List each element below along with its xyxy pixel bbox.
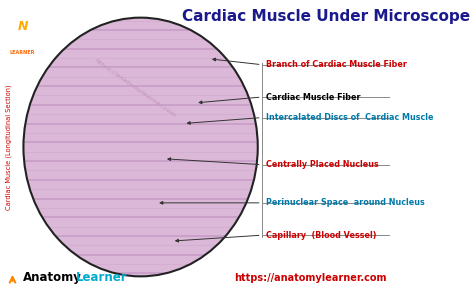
Text: N: N	[18, 20, 28, 33]
Text: Centrally Placed Nucleus: Centrally Placed Nucleus	[265, 160, 378, 169]
Text: Anatomy: Anatomy	[23, 271, 82, 284]
Text: Cardiac Muscle Fiber: Cardiac Muscle Fiber	[265, 93, 360, 101]
Text: LEARNER: LEARNER	[10, 50, 36, 56]
Text: Branch of Cardiac Muscle Fiber: Branch of Cardiac Muscle Fiber	[265, 60, 406, 69]
Text: Perinuclear Space  around Nucleus: Perinuclear Space around Nucleus	[265, 198, 424, 207]
Text: Learner: Learner	[76, 271, 128, 284]
Text: Intercalated Discs of  Cardiac Muscle: Intercalated Discs of Cardiac Muscle	[265, 113, 433, 122]
Text: https://anatomylearner.com: https://anatomylearner.com	[94, 58, 177, 118]
Text: Cardiac Muscle Under Microscope: Cardiac Muscle Under Microscope	[182, 9, 470, 24]
Text: https://anatomylearner.com: https://anatomylearner.com	[234, 273, 387, 283]
Text: Capillary  (Blood Vessel): Capillary (Blood Vessel)	[265, 231, 376, 240]
Ellipse shape	[23, 18, 258, 276]
Text: Cardiac Muscle (Longitudinal Section): Cardiac Muscle (Longitudinal Section)	[5, 84, 12, 210]
